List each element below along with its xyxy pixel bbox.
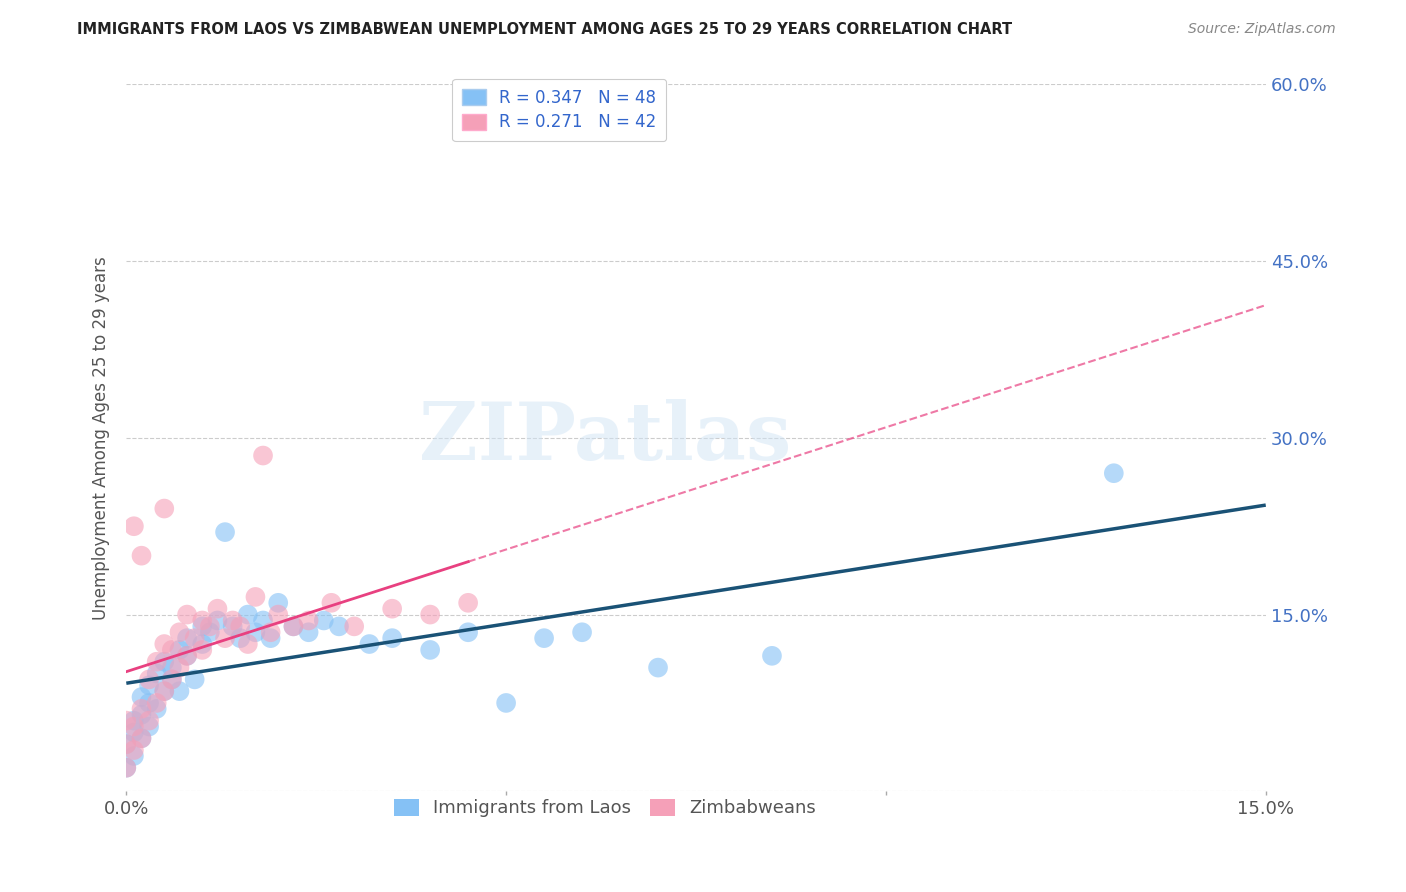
Point <box>267 607 290 622</box>
Point <box>115 761 138 775</box>
Point <box>160 643 183 657</box>
Point <box>145 666 167 681</box>
Point <box>191 643 214 657</box>
Point <box>176 631 198 645</box>
Point <box>312 614 335 628</box>
Text: IMMIGRANTS FROM LAOS VS ZIMBABWEAN UNEMPLOYMENT AMONG AGES 25 TO 29 YEARS CORREL: IMMIGRANTS FROM LAOS VS ZIMBABWEAN UNEMP… <box>77 22 1012 37</box>
Legend: Immigrants from Laos, Zimbabweans: Immigrants from Laos, Zimbabweans <box>387 791 824 825</box>
Point <box>245 590 267 604</box>
Point <box>267 596 290 610</box>
Point <box>122 748 145 763</box>
Point <box>229 631 252 645</box>
Point <box>343 619 366 633</box>
Point <box>153 637 176 651</box>
Point <box>221 614 243 628</box>
Point <box>176 607 198 622</box>
Text: ZIPatlas: ZIPatlas <box>419 399 792 477</box>
Point <box>198 619 221 633</box>
Point <box>131 690 153 704</box>
Point <box>221 619 243 633</box>
Point <box>131 731 153 746</box>
Point <box>381 601 404 615</box>
Point <box>207 614 229 628</box>
Point <box>381 631 404 645</box>
Point <box>153 684 176 698</box>
Point <box>457 596 479 610</box>
Point <box>495 696 517 710</box>
Point <box>457 625 479 640</box>
Point <box>131 702 153 716</box>
Point <box>153 501 176 516</box>
Point <box>198 625 221 640</box>
Point <box>115 737 138 751</box>
Point <box>259 625 281 640</box>
Point <box>145 702 167 716</box>
Point <box>160 673 183 687</box>
Point <box>236 607 259 622</box>
Point <box>122 714 145 728</box>
Point <box>176 648 198 663</box>
Point <box>252 614 274 628</box>
Point <box>160 660 183 674</box>
Point <box>145 696 167 710</box>
Point <box>145 655 167 669</box>
Point <box>153 655 176 669</box>
Text: Source: ZipAtlas.com: Source: ZipAtlas.com <box>1188 22 1336 37</box>
Point <box>115 737 138 751</box>
Point <box>183 673 205 687</box>
Point <box>131 549 153 563</box>
Point <box>297 614 319 628</box>
Point <box>1102 467 1125 481</box>
Point <box>283 619 305 633</box>
Point <box>419 607 441 622</box>
Point <box>359 637 381 651</box>
Point <box>169 684 191 698</box>
Point <box>122 743 145 757</box>
Point <box>252 449 274 463</box>
Point <box>122 519 145 533</box>
Point <box>153 684 176 698</box>
Point <box>214 525 236 540</box>
Point <box>259 631 281 645</box>
Point <box>138 719 160 733</box>
Point <box>176 648 198 663</box>
Point <box>245 625 267 640</box>
Point <box>207 601 229 615</box>
Point <box>122 719 145 733</box>
Point <box>419 643 441 657</box>
Point <box>761 648 783 663</box>
Point <box>191 619 214 633</box>
Point <box>169 643 191 657</box>
Point <box>138 673 160 687</box>
Point <box>131 707 153 722</box>
Y-axis label: Unemployment Among Ages 25 to 29 years: Unemployment Among Ages 25 to 29 years <box>93 256 110 620</box>
Point <box>214 631 236 645</box>
Point <box>169 625 191 640</box>
Point <box>297 625 319 640</box>
Point <box>131 731 153 746</box>
Point <box>122 725 145 739</box>
Point <box>138 714 160 728</box>
Point <box>283 619 305 633</box>
Point <box>115 714 138 728</box>
Point <box>328 619 350 633</box>
Point <box>571 625 593 640</box>
Point <box>191 637 214 651</box>
Point <box>183 631 205 645</box>
Point <box>138 678 160 692</box>
Point <box>115 761 138 775</box>
Point <box>169 660 191 674</box>
Point <box>236 637 259 651</box>
Point <box>321 596 343 610</box>
Point <box>160 673 183 687</box>
Point <box>191 614 214 628</box>
Point <box>533 631 555 645</box>
Point <box>138 696 160 710</box>
Point <box>229 619 252 633</box>
Point <box>647 660 669 674</box>
